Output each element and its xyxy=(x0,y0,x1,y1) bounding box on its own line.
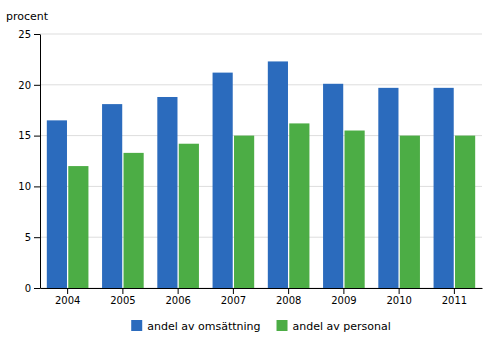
tick: 2010 xyxy=(386,288,411,306)
grid-line xyxy=(40,84,482,85)
bar xyxy=(455,136,475,288)
tick: 2007 xyxy=(221,288,246,306)
tick-mark xyxy=(343,288,344,294)
axis-line xyxy=(40,35,41,289)
bar xyxy=(124,153,144,288)
tick-label: 2007 xyxy=(221,295,246,306)
tick-label: 2004 xyxy=(55,295,80,306)
tick-label: 2005 xyxy=(110,295,135,306)
bar xyxy=(179,144,199,288)
grid xyxy=(40,34,482,288)
tick: 5 xyxy=(25,232,40,243)
tick: 2006 xyxy=(165,288,190,306)
grid-line xyxy=(40,34,482,35)
bar xyxy=(345,131,365,288)
tick-mark xyxy=(34,237,40,238)
tick-mark xyxy=(34,136,40,137)
tick-label: 10 xyxy=(18,181,31,192)
legend-swatch xyxy=(277,320,288,331)
tick-label: 0 xyxy=(25,283,31,294)
tick: 2005 xyxy=(110,288,135,306)
tick-mark xyxy=(178,288,179,294)
legend-label: andel av omsättning xyxy=(147,320,260,333)
bar xyxy=(47,120,67,288)
legend-item: andel av omsättning xyxy=(131,320,260,333)
bar xyxy=(323,84,343,288)
tick: 10 xyxy=(18,181,40,192)
tick-label: 15 xyxy=(18,130,31,141)
legend: andel av omsättning andel av personal xyxy=(131,320,391,333)
bars xyxy=(47,61,475,288)
tick-mark xyxy=(399,288,400,294)
tick-mark xyxy=(34,186,40,187)
tick: 2011 xyxy=(442,288,467,306)
chart: 2004 2005 2006 2007 2008 2009 2010 2011 0 5 10 15 20… xyxy=(0,0,496,344)
tick: 15 xyxy=(18,130,40,141)
tick-label: 2011 xyxy=(442,295,467,306)
bar xyxy=(289,123,309,288)
plot: 2004 2005 2006 2007 2008 2009 2010 2011 0 5 10 15 20… xyxy=(18,29,482,306)
tick-label: 25 xyxy=(18,29,31,40)
y-label: procent xyxy=(6,10,49,23)
tick: 2009 xyxy=(331,288,356,306)
axis-line xyxy=(41,288,483,289)
tick-mark xyxy=(233,288,234,294)
tick-mark xyxy=(454,288,455,294)
tick-label: 2010 xyxy=(386,295,411,306)
bar xyxy=(68,166,88,288)
legend-swatch xyxy=(131,320,142,331)
bar xyxy=(102,104,122,288)
tick-label: 5 xyxy=(25,232,31,243)
bar-series xyxy=(68,123,475,288)
bar xyxy=(400,136,420,288)
tick-label: 2008 xyxy=(276,295,301,306)
tick-mark xyxy=(288,288,289,294)
tick: 0 xyxy=(25,283,40,294)
bar xyxy=(434,88,454,288)
tick-mark xyxy=(122,288,123,294)
bar xyxy=(378,88,398,288)
tick-mark xyxy=(34,288,40,289)
legend-item: andel av personal xyxy=(277,320,391,333)
tick: 2004 xyxy=(55,288,80,306)
bar xyxy=(213,73,233,288)
tick: 20 xyxy=(18,80,40,91)
legend-label: andel av personal xyxy=(293,320,391,333)
tick-mark xyxy=(67,288,68,294)
tick: 25 xyxy=(18,29,40,40)
x-axis: 2004 2005 2006 2007 2008 2009 2010 2011 xyxy=(41,288,483,306)
bar xyxy=(234,136,254,288)
bar-series xyxy=(47,61,454,288)
tick: 2008 xyxy=(276,288,301,306)
y-axis: 0 5 10 15 20 25 xyxy=(18,29,40,294)
tick-label: 20 xyxy=(18,80,31,91)
tick-label: 2006 xyxy=(165,295,190,306)
bar xyxy=(157,97,177,288)
tick-mark xyxy=(34,85,40,86)
tick-label: 2009 xyxy=(331,295,356,306)
bar xyxy=(268,61,288,288)
tick-mark xyxy=(34,34,40,35)
